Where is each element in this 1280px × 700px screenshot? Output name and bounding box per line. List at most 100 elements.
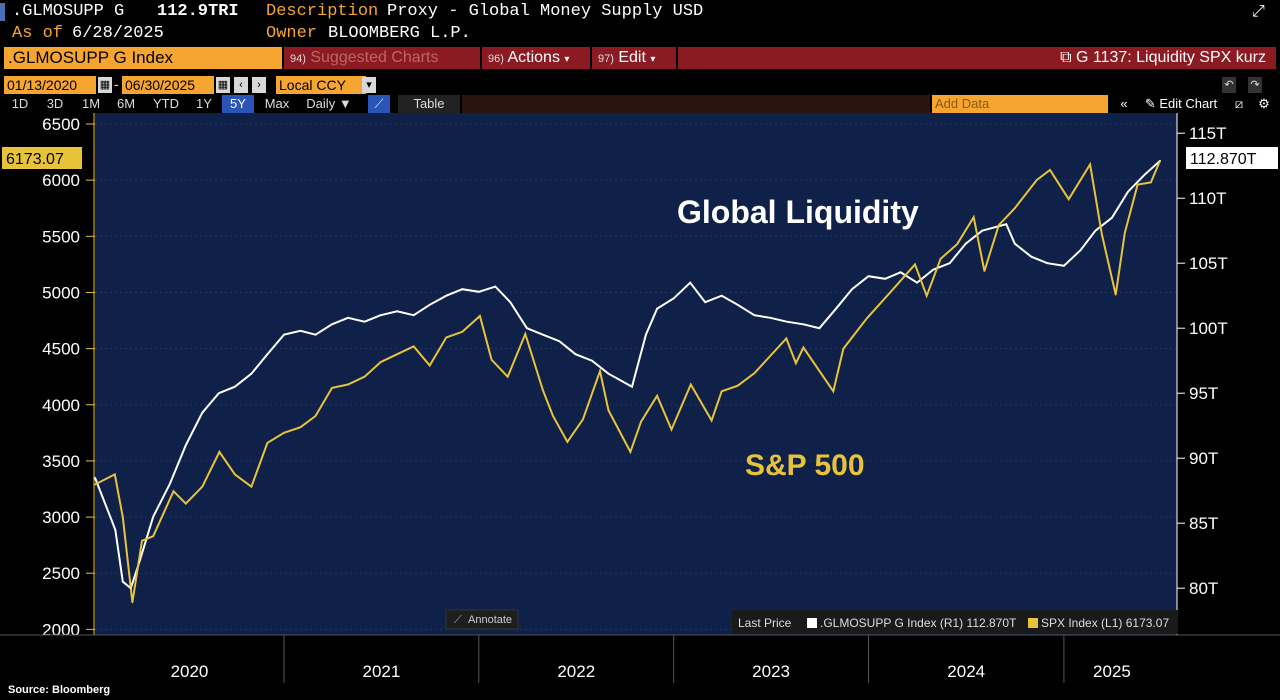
- legend-spx: SPX Index (L1) 6173.07: [1041, 616, 1169, 630]
- period-6m[interactable]: 6M: [116, 96, 136, 111]
- period-3d[interactable]: 3D: [46, 96, 64, 111]
- period-1d[interactable]: 1D: [11, 96, 29, 111]
- edit-chart-button[interactable]: ✎ Edit Chart: [1138, 95, 1224, 113]
- add-data-input[interactable]: Add Data: [932, 95, 1108, 113]
- liquidity-point: [114, 528, 117, 531]
- x-tick-label: 2025: [1093, 662, 1131, 681]
- prev-period-icon[interactable]: ‹: [234, 77, 248, 93]
- x-tick-label: 2023: [752, 662, 790, 681]
- dropdown-icon: ▼: [338, 96, 352, 111]
- actions-label: Actions: [507, 49, 560, 66]
- period-5y[interactable]: 5Y: [222, 95, 254, 113]
- spx-point: [428, 364, 431, 367]
- last-value: 112.9TRI: [157, 2, 239, 21]
- spx-point: [461, 330, 464, 333]
- liquidity-line: [94, 160, 1161, 590]
- annotation-global-liquidity: Global Liquidity: [677, 194, 919, 230]
- right-tick-label: 100T: [1189, 319, 1228, 338]
- annotation-sp500: S&P 500: [745, 449, 865, 482]
- actions-button[interactable]: 96) Actions ▾: [482, 47, 590, 69]
- undo-icon[interactable]: ↶: [1222, 77, 1236, 93]
- asof-date: 6/28/2025: [72, 24, 164, 43]
- chart-name-button[interactable]: ⧉ G 1137: Liquidity SPX kurz: [678, 47, 1276, 69]
- liquidity-point: [656, 307, 658, 310]
- liquidity-point: [396, 310, 398, 313]
- liquidity-point: [94, 476, 96, 479]
- liquidity-point: [1127, 190, 1129, 193]
- collapse-icon[interactable]: «: [1120, 96, 1128, 111]
- spx-point: [506, 375, 509, 378]
- legend-liquidity-value: 112.870T: [967, 616, 1017, 630]
- left-tick-label: 2000: [42, 620, 80, 639]
- description: Proxy - Global Money Supply USD: [387, 2, 704, 21]
- spx-point: [94, 483, 96, 486]
- chevron-down-icon[interactable]: ▾: [362, 77, 376, 93]
- start-date-input[interactable]: 01/13/2020: [4, 76, 96, 94]
- spx-point: [640, 420, 642, 423]
- description-label: Description: [266, 2, 379, 21]
- suggested-charts-button[interactable]: 94) Suggested Charts: [284, 47, 480, 69]
- legend-liquidity: .GLMOSUPP G Index (R1) 112.870T: [820, 616, 1017, 630]
- annotate-box: [445, 609, 519, 630]
- liquidity-point: [964, 242, 967, 245]
- popout-icon[interactable]: ⤢: [1252, 3, 1265, 21]
- calendar-icon[interactable]: ▦: [98, 77, 112, 93]
- chart[interactable]: 2000 2500 3000 3500 4000 4500 5000 5500 6000 6500…: [0, 113, 1280, 683]
- liquidity-point: [509, 301, 512, 303]
- currency-select[interactable]: Local CCY: [276, 76, 366, 94]
- liquidity-point: [299, 330, 302, 332]
- liquidity-point: [672, 297, 675, 300]
- spx-point: [983, 270, 986, 272]
- frequency-label: Daily: [306, 96, 336, 111]
- left-tick-label: 5500: [42, 227, 80, 246]
- spx-point: [131, 601, 134, 604]
- spx-point: [842, 347, 845, 350]
- edit-chart-label: Edit Chart: [1159, 96, 1218, 111]
- spx-point: [656, 394, 658, 397]
- annotate-button[interactable]: ⟋ Annotate: [445, 609, 519, 630]
- spx-point: [552, 415, 554, 417]
- spx-point: [218, 451, 221, 453]
- liquidity-point: [494, 285, 497, 288]
- next-period-icon[interactable]: ›: [252, 77, 266, 93]
- period-max[interactable]: Max: [264, 96, 290, 111]
- liquidity-point: [899, 271, 902, 274]
- spx-last-value: 6173.07: [6, 151, 64, 168]
- redo-icon[interactable]: ↷: [1248, 77, 1262, 93]
- spx-point: [542, 389, 544, 391]
- liquidity-point: [428, 304, 431, 306]
- liquidity-point: [981, 229, 984, 232]
- spx-point: [689, 383, 692, 386]
- spx-point: [283, 432, 285, 434]
- spx-point: [347, 383, 349, 386]
- end-date-input[interactable]: 06/30/2025: [122, 76, 214, 94]
- gear-icon[interactable]: ⚙: [1258, 96, 1270, 111]
- period-1m[interactable]: 1M: [81, 96, 101, 111]
- spx-point: [1013, 207, 1016, 210]
- spx-point: [1114, 293, 1117, 296]
- frequency-select[interactable]: Daily ▼: [300, 95, 358, 113]
- line-chart-icon[interactable]: ⟋: [368, 95, 390, 113]
- spx-point: [266, 442, 269, 444]
- liquidity-point: [835, 307, 837, 310]
- spx-point: [524, 333, 527, 335]
- liquidity-point: [704, 301, 706, 303]
- spx-point: [314, 415, 317, 417]
- index-name-field[interactable]: .GLMOSUPP G Index: [4, 47, 282, 69]
- edit-button[interactable]: 97) Edit ▾: [592, 47, 676, 69]
- legend: Last Price .GLMOSUPP G Index (R1) 112.87…: [732, 610, 1178, 634]
- liquidity-point: [1030, 255, 1033, 258]
- ticker[interactable]: .GLMOSUPP G: [12, 2, 125, 21]
- chart-style-icon[interactable]: ⧄: [1234, 96, 1244, 111]
- right-axis: 80T 85T 90T 95T 100T 105T 110T 115T: [1176, 113, 1228, 635]
- suggested-label: Suggested Charts: [310, 49, 439, 66]
- liquidity-point: [932, 268, 934, 271]
- table-button[interactable]: Table: [398, 95, 460, 113]
- spx-point: [121, 516, 124, 518]
- liquidity-point: [445, 294, 448, 297]
- period-ytd[interactable]: YTD: [153, 96, 179, 111]
- legend-liquidity-label: .GLMOSUPP G Index: [820, 616, 937, 630]
- calendar-icon[interactable]: ▦: [216, 77, 230, 93]
- period-1y[interactable]: 1Y: [196, 96, 212, 111]
- spx-point: [1150, 181, 1152, 184]
